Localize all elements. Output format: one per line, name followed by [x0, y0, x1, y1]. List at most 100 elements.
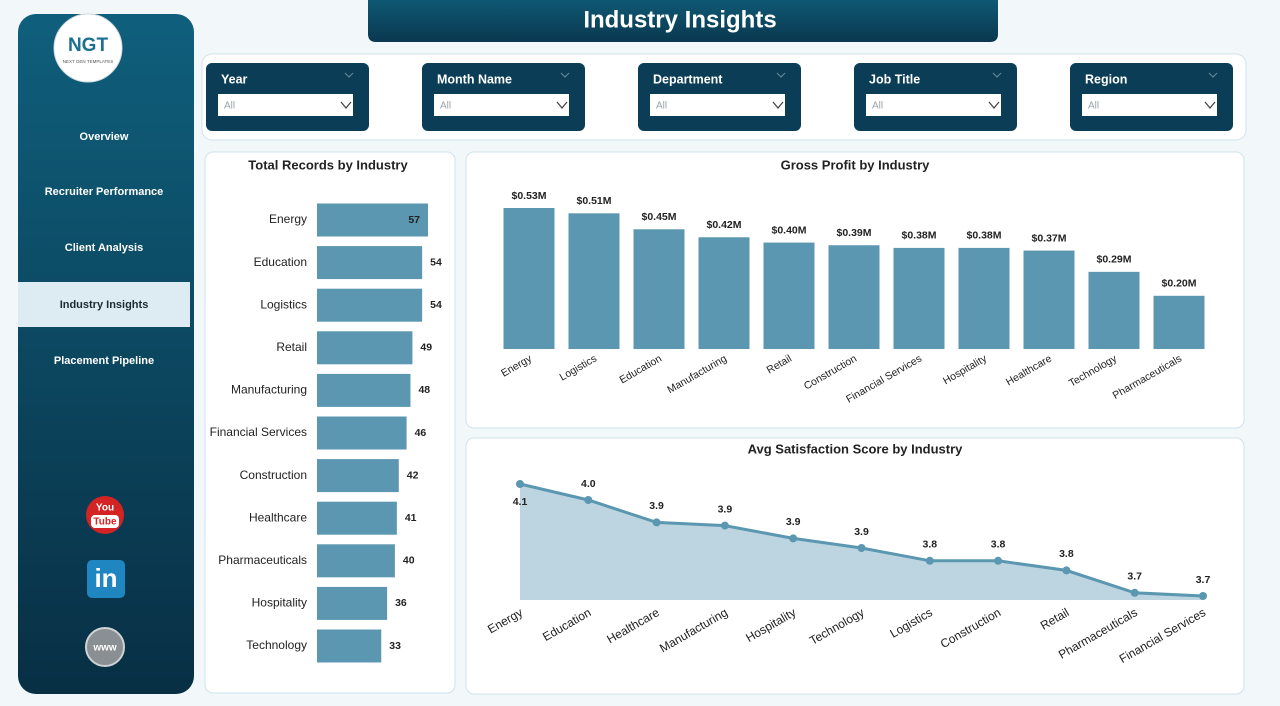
data-label: 33 — [389, 640, 401, 652]
nav-item[interactable]: Client Analysis — [65, 242, 143, 254]
youtube-tube-box — [91, 515, 119, 528]
logo-subtitle: NEXT GEN TEMPLATES — [63, 59, 114, 64]
data-label: 3.9 — [718, 503, 733, 515]
bar — [317, 288, 423, 322]
data-label: 46 — [415, 427, 427, 439]
y-tick-label: Logistics — [260, 297, 307, 311]
point — [1199, 592, 1207, 600]
sidebar — [18, 14, 194, 694]
filter-value: All — [224, 101, 235, 112]
bar — [503, 208, 555, 349]
youtube-text: Tube — [93, 517, 117, 528]
area — [520, 484, 1203, 600]
data-label: 3.9 — [649, 500, 664, 512]
data-label: 4.1 — [513, 496, 528, 508]
title-banner — [368, 0, 998, 42]
point — [652, 518, 661, 527]
data-label: 3.7 — [1196, 574, 1211, 586]
y-tick-label: Financial Services — [210, 425, 307, 439]
y-tick-label: Construction — [240, 468, 307, 482]
bar — [763, 242, 815, 349]
point — [925, 556, 934, 565]
y-tick-label: Education — [254, 255, 307, 269]
bar — [1088, 271, 1140, 349]
website-icon[interactable] — [85, 627, 125, 667]
bar — [893, 247, 945, 349]
data-label: $0.40M — [771, 224, 806, 236]
dropdown-chevron — [1204, 101, 1216, 110]
youtube-text: You — [96, 503, 114, 514]
filter-chevron — [560, 72, 570, 78]
bar — [1153, 295, 1205, 349]
chart-title: Total Records by Industry — [248, 157, 408, 172]
filter-chevron — [776, 72, 786, 78]
bar — [568, 213, 620, 349]
logo-text: NGT — [68, 35, 109, 56]
data-label: $0.45M — [641, 211, 676, 223]
filter-chevron — [1208, 72, 1218, 78]
filter-value: All — [656, 101, 667, 112]
data-label: 57 — [408, 214, 420, 226]
bar — [698, 237, 750, 349]
data-label: $0.51M — [576, 195, 611, 207]
data-label: $0.42M — [706, 219, 741, 231]
bar — [317, 544, 395, 578]
filter-value: All — [440, 101, 451, 112]
filter-label: Department — [653, 72, 723, 86]
data-label: $0.53M — [511, 190, 546, 202]
filter-dropdown[interactable] — [1082, 94, 1217, 116]
filters: Year All Month Name All Department All Job Tit… — [206, 63, 1233, 131]
data-label: 3.7 — [1127, 571, 1142, 583]
filter-dropdown[interactable] — [218, 94, 353, 116]
bar — [1023, 250, 1075, 349]
data-label: 42 — [407, 469, 419, 481]
filter-label: Job Title — [869, 72, 920, 86]
filter-dropdown[interactable] — [650, 94, 785, 116]
point — [720, 521, 729, 530]
bar — [958, 247, 1010, 349]
data-label: $0.38M — [901, 230, 936, 242]
bar — [317, 331, 413, 365]
filter-value: All — [872, 101, 883, 112]
nav-item[interactable]: Overview — [80, 131, 129, 143]
nav-item[interactable]: Industry Insights — [60, 299, 149, 311]
point — [789, 534, 798, 543]
y-tick-label: Manufacturing — [231, 383, 307, 397]
data-label: 3.9 — [854, 526, 869, 538]
filter-value: All — [1088, 101, 1099, 112]
data-label: 36 — [395, 597, 407, 609]
point — [516, 480, 524, 488]
filter-label: Year — [221, 72, 248, 86]
point — [1130, 588, 1139, 597]
bar — [317, 203, 428, 237]
data-label: 3.8 — [922, 539, 937, 551]
website-text: www — [92, 643, 117, 654]
data-label: 54 — [430, 256, 442, 268]
nav-item[interactable]: Recruiter Performance — [45, 186, 164, 198]
bar — [317, 629, 382, 663]
filter-label: Region — [1085, 72, 1127, 86]
y-tick-label: Hospitality — [252, 596, 307, 610]
data-label: $0.29M — [1096, 254, 1131, 266]
data-label: 49 — [420, 342, 432, 354]
linkedin-icon[interactable] — [87, 560, 125, 598]
data-label: 3.8 — [991, 539, 1006, 551]
bar — [317, 586, 388, 620]
page-title: Industry Insights — [583, 6, 776, 33]
filter-dropdown[interactable] — [866, 94, 1001, 116]
bar — [317, 459, 399, 493]
y-tick-label: Retail — [276, 340, 307, 354]
data-label: 40 — [403, 555, 415, 567]
y-tick-label: Pharmaceuticals — [218, 553, 307, 567]
data-label: 3.9 — [786, 516, 801, 528]
point — [857, 544, 866, 552]
dropdown-chevron — [556, 101, 568, 110]
bar — [317, 246, 423, 280]
filter-dropdown[interactable] — [434, 94, 569, 116]
nav-item[interactable]: Placement Pipeline — [54, 355, 154, 367]
dropdown-chevron — [340, 101, 352, 110]
filter-chevron — [992, 72, 1002, 78]
filter-label: Month Name — [437, 72, 512, 86]
point — [1062, 566, 1071, 575]
